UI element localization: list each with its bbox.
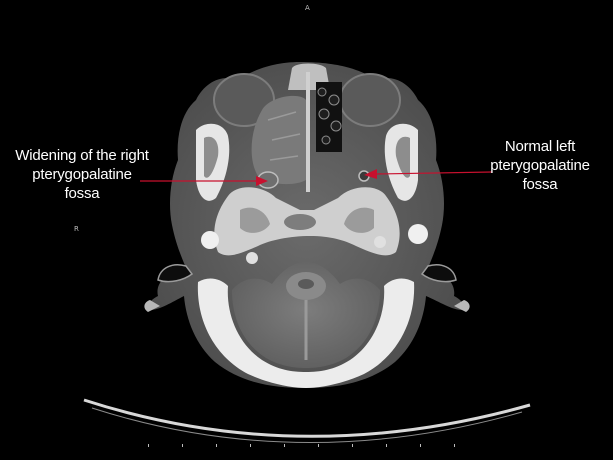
annotation-line: Normal left [504,138,576,155]
left-ear [420,264,457,283]
scanner-table-arc [83,398,531,438]
left-annotation-arrow-line [375,171,493,175]
occipital-bone [197,278,415,388]
ethmoid-air-cells [316,82,342,152]
right-fossa-annotation: Widening of the right pterygopalatine fo… [4,146,160,203]
left-fossa-annotation: Normal left pterygopalatine fossa [480,137,600,194]
annotation-line: pterygopalatine [490,157,590,174]
annotation-line: fossa [64,185,100,202]
right-orbit [213,73,275,127]
annotation-line: fossa [522,176,558,193]
right-opacified-region [251,95,306,185]
left-annotation-arrow-head [364,169,377,179]
anterior-marker: A [305,4,310,12]
annotation-line: pterygopalatine [32,166,132,183]
left-orbit [339,73,401,127]
right-side-marker: R [74,225,79,233]
scale-ticks [148,444,455,447]
annotation-line: Widening of the right [15,147,149,164]
right-annotation-arrow-head [256,176,268,186]
right-ear [157,264,194,283]
